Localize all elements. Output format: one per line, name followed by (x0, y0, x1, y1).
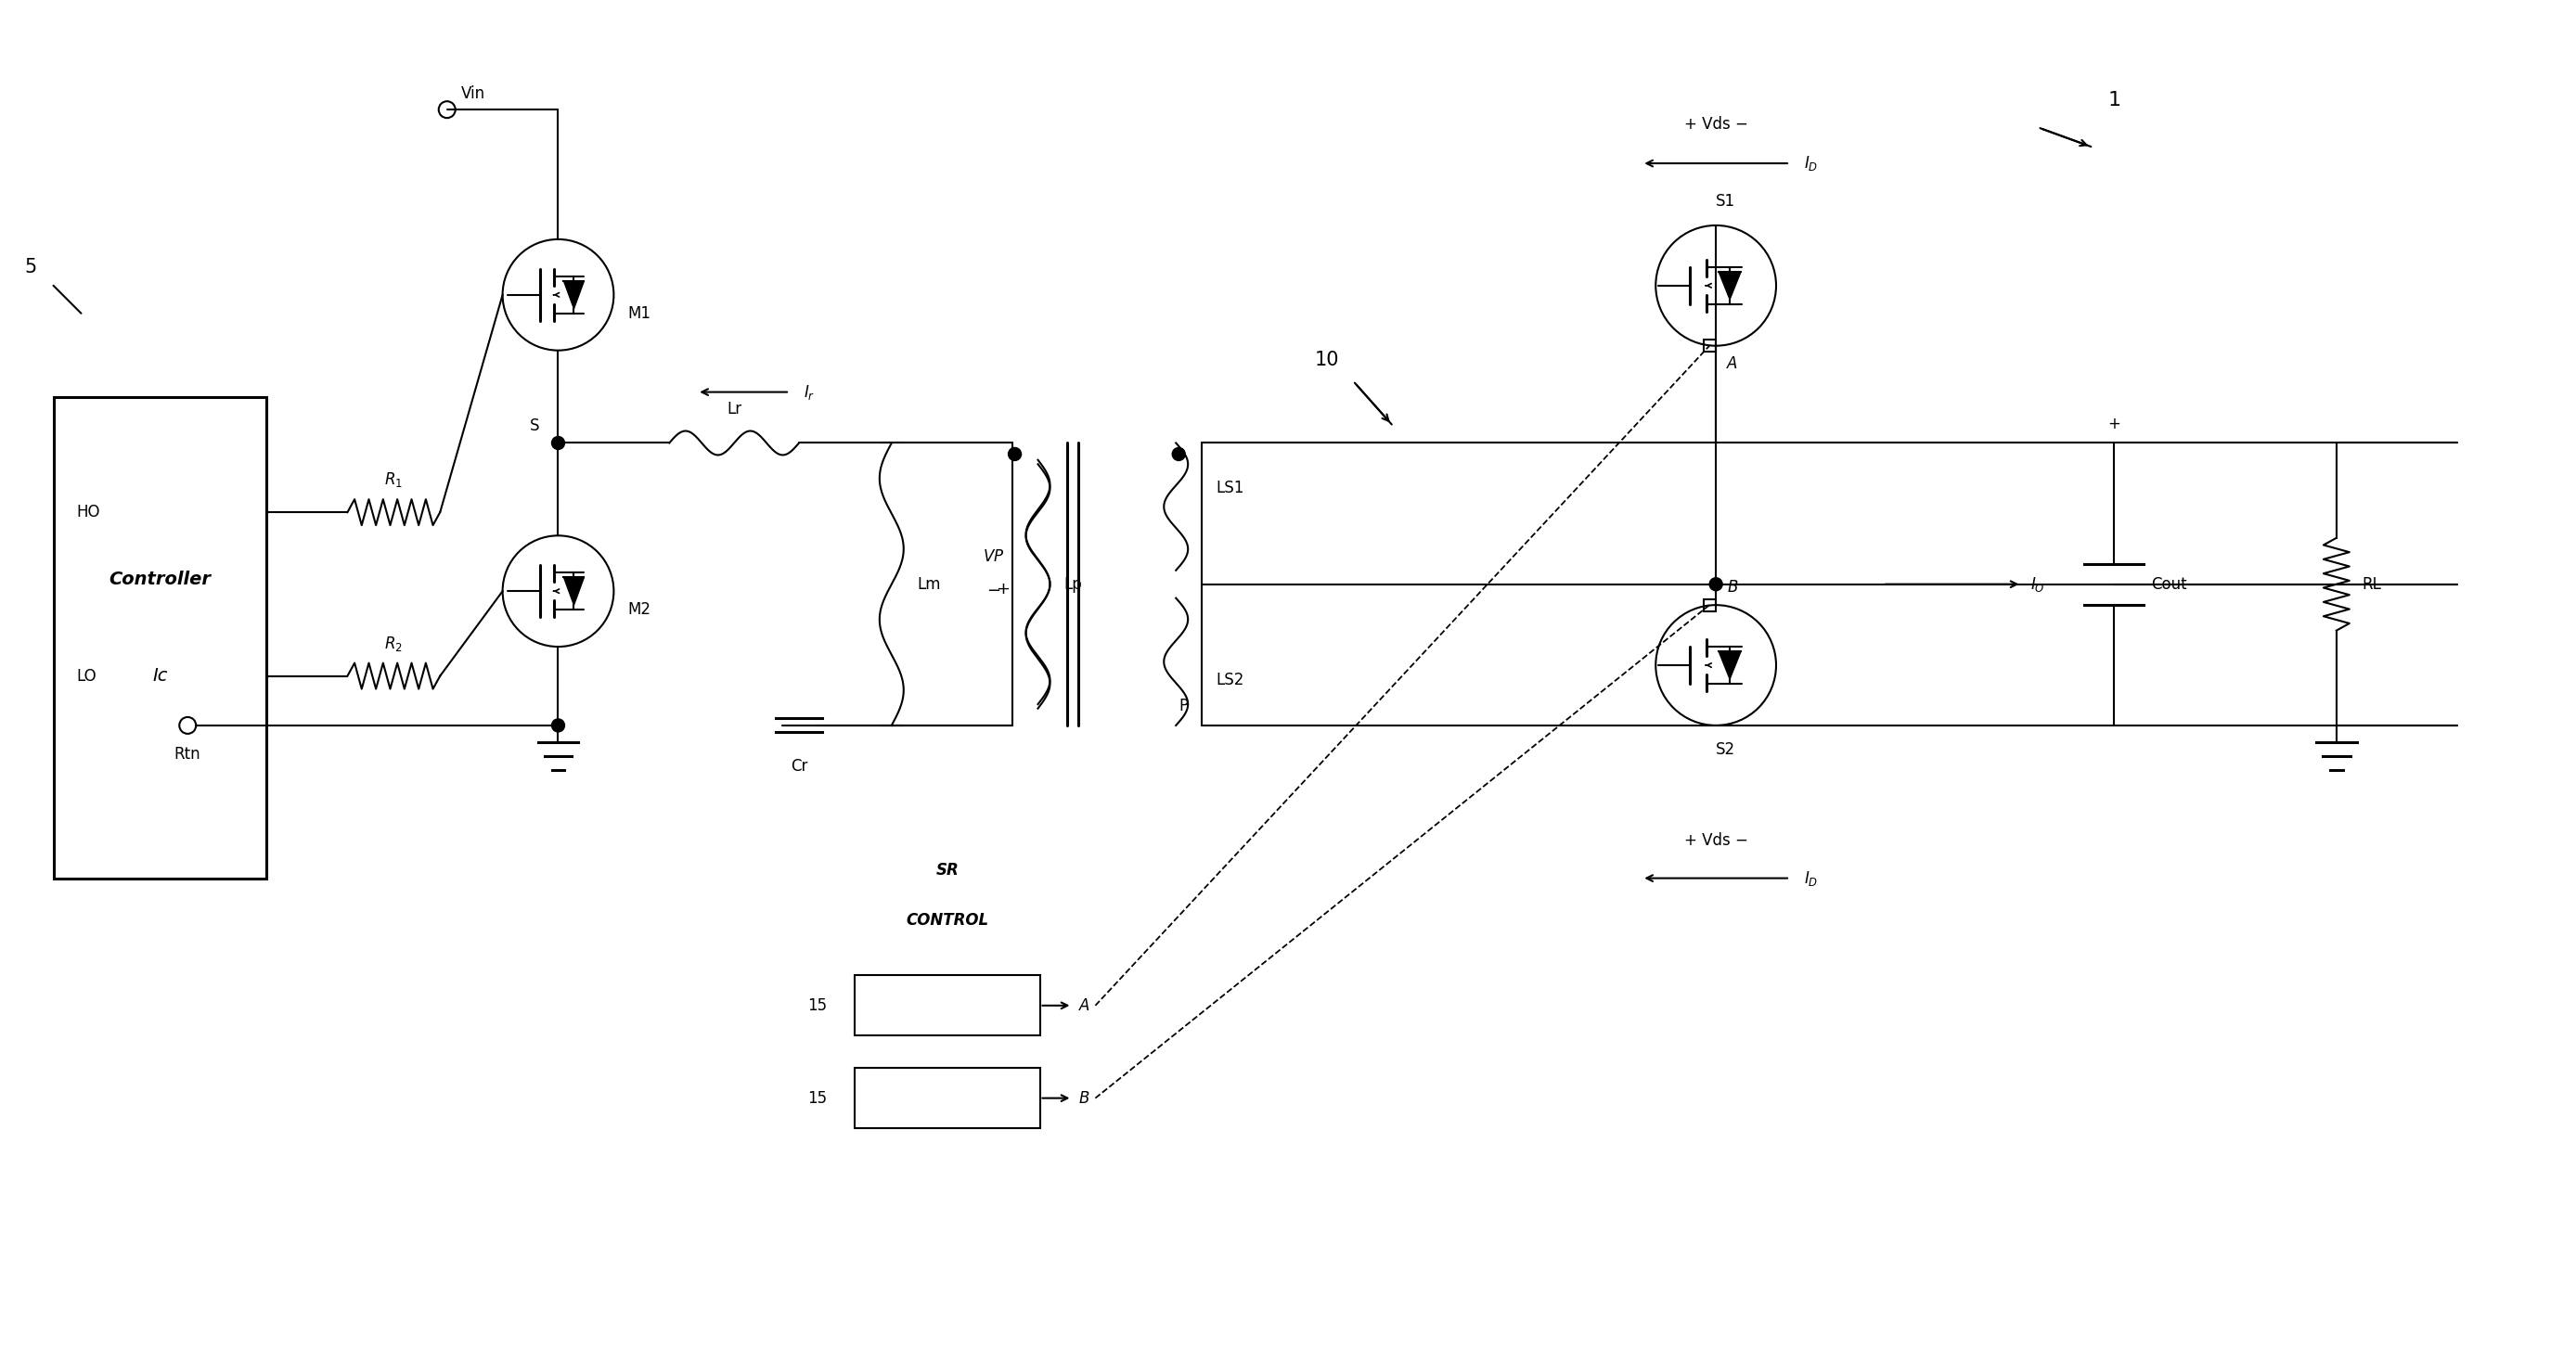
Text: $R_1$: $R_1$ (384, 471, 402, 489)
Text: $I_D$: $I_D$ (1803, 868, 1819, 887)
Bar (1703, 599, 1716, 611)
Text: LS1: LS1 (1216, 480, 1244, 497)
Text: 10: 10 (1314, 350, 1340, 369)
Text: S: S (531, 416, 538, 434)
Text: $I_D$: $I_D$ (1803, 154, 1819, 173)
Text: + Vds −: + Vds − (1685, 116, 1749, 133)
Circle shape (1710, 577, 1723, 591)
Text: Lm: Lm (917, 576, 940, 592)
Text: LS2: LS2 (1216, 672, 1244, 689)
Circle shape (551, 719, 564, 732)
Bar (1703, 340, 1716, 351)
Text: Cout: Cout (2151, 576, 2187, 592)
Circle shape (551, 437, 564, 449)
Bar (855, 1068, 1041, 1128)
Text: M2: M2 (629, 602, 652, 618)
Text: B: B (1079, 1090, 1090, 1106)
Text: Cr: Cr (791, 758, 806, 774)
Text: $+$: $+$ (997, 581, 1010, 597)
Text: + Vds −: + Vds − (1685, 832, 1749, 849)
Text: S2: S2 (1716, 742, 1736, 758)
Circle shape (1007, 448, 1020, 460)
Text: $VP$: $VP$ (984, 548, 1005, 565)
Text: SR: SR (935, 862, 958, 878)
Polygon shape (1718, 652, 1741, 679)
Text: M1: M1 (629, 305, 652, 321)
Text: RL: RL (2362, 576, 2383, 592)
Text: A: A (1726, 355, 1739, 372)
Polygon shape (564, 577, 585, 606)
Text: P: P (1180, 698, 1188, 715)
Text: Controller: Controller (108, 570, 211, 588)
Text: A: A (1079, 998, 1090, 1014)
Text: 15: 15 (806, 1090, 827, 1106)
Bar (855, 976, 1041, 1036)
Text: +: + (2107, 415, 2120, 431)
Text: Lr: Lr (726, 400, 742, 416)
Circle shape (1172, 448, 1185, 460)
Text: $I_O$: $I_O$ (2030, 574, 2045, 593)
Text: Lp: Lp (1064, 576, 1082, 592)
Text: $-$: $-$ (987, 581, 1002, 597)
Text: S1: S1 (1716, 193, 1736, 210)
Text: 15: 15 (806, 998, 827, 1014)
Text: 5: 5 (23, 257, 36, 276)
Polygon shape (564, 280, 585, 309)
Bar (54, 396, 265, 878)
Text: 1: 1 (2107, 91, 2120, 110)
Polygon shape (1718, 272, 1741, 299)
Text: Vin: Vin (461, 86, 484, 102)
Text: Rtn: Rtn (173, 746, 201, 762)
Text: Ic: Ic (152, 667, 167, 685)
Text: HO: HO (77, 504, 100, 521)
Text: B: B (1726, 578, 1739, 596)
Text: CONTROL: CONTROL (907, 912, 989, 930)
Text: $R_2$: $R_2$ (384, 634, 402, 653)
Text: LO: LO (77, 668, 98, 685)
Text: $I_r$: $I_r$ (804, 382, 814, 401)
